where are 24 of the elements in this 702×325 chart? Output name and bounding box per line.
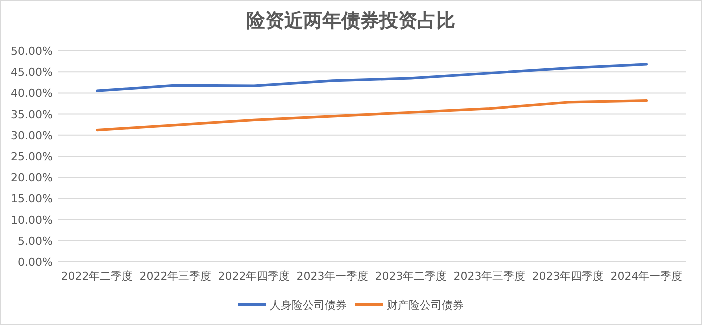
y-tick-label: 35.00%	[11, 108, 53, 122]
x-tick-label: 2022年四季度	[218, 270, 290, 283]
y-tick-label: 10.00%	[11, 214, 53, 227]
y-tick-label: 25.00%	[11, 150, 53, 164]
y-tick-label: 20.00%	[11, 172, 53, 185]
y-tick-label: 45.00%	[11, 66, 53, 80]
x-tick-label: 2022年二季度	[61, 270, 134, 283]
x-tick-label: 2023年四季度	[532, 270, 604, 283]
y-tick-label: 50.00%	[11, 45, 53, 58]
x-tick-label: 2023年一季度	[296, 270, 369, 283]
x-tick-label: 2022年三季度	[140, 270, 212, 283]
y-tick-label: 5.00%	[18, 234, 53, 248]
chart-title: 险资近两年债券投资占比	[246, 10, 456, 32]
x-tick-label: 2023年三季度	[454, 270, 526, 283]
legend-label: 财产险公司债券	[387, 299, 464, 312]
y-tick-label: 0.00%	[18, 256, 53, 269]
y-tick-label: 30.00%	[11, 129, 53, 142]
x-tick-label: 2024年一季度	[610, 270, 683, 283]
legend-label: 人身险公司债券	[270, 299, 347, 312]
line-series	[96, 99, 648, 132]
y-tick-label: 15.00%	[11, 192, 53, 206]
x-tick-label: 2023年二季度	[375, 270, 448, 283]
line-series	[96, 63, 648, 92]
y-tick-label: 40.00%	[11, 87, 53, 100]
